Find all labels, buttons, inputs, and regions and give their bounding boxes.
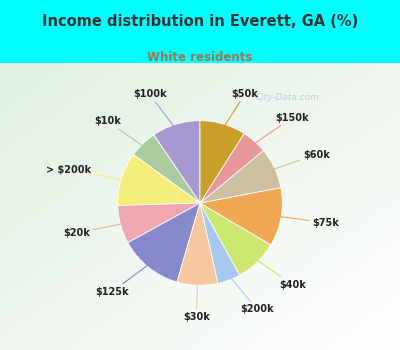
Text: $60k: $60k xyxy=(267,149,330,172)
Text: White residents: White residents xyxy=(147,51,253,64)
Text: $125k: $125k xyxy=(95,261,154,297)
Text: > $200k: > $200k xyxy=(46,164,129,181)
Text: $150k: $150k xyxy=(249,113,309,147)
Wedge shape xyxy=(200,133,264,203)
Wedge shape xyxy=(118,155,200,205)
Text: $40k: $40k xyxy=(252,256,306,289)
Wedge shape xyxy=(128,203,200,282)
Text: $20k: $20k xyxy=(64,223,128,238)
Text: $100k: $100k xyxy=(133,89,178,132)
Text: $30k: $30k xyxy=(183,277,210,322)
Wedge shape xyxy=(200,150,281,203)
Wedge shape xyxy=(118,203,200,243)
Wedge shape xyxy=(200,203,240,284)
Wedge shape xyxy=(200,121,244,203)
Text: $75k: $75k xyxy=(273,216,339,228)
Wedge shape xyxy=(200,188,282,245)
Wedge shape xyxy=(200,203,271,275)
Text: $50k: $50k xyxy=(221,89,258,132)
Wedge shape xyxy=(177,203,218,285)
Text: $200k: $200k xyxy=(226,272,274,314)
Text: $10k: $10k xyxy=(94,117,148,150)
Wedge shape xyxy=(133,135,200,203)
Text: City-Data.com: City-Data.com xyxy=(256,93,320,102)
Wedge shape xyxy=(154,121,200,203)
Text: Income distribution in Everett, GA (%): Income distribution in Everett, GA (%) xyxy=(42,14,358,28)
